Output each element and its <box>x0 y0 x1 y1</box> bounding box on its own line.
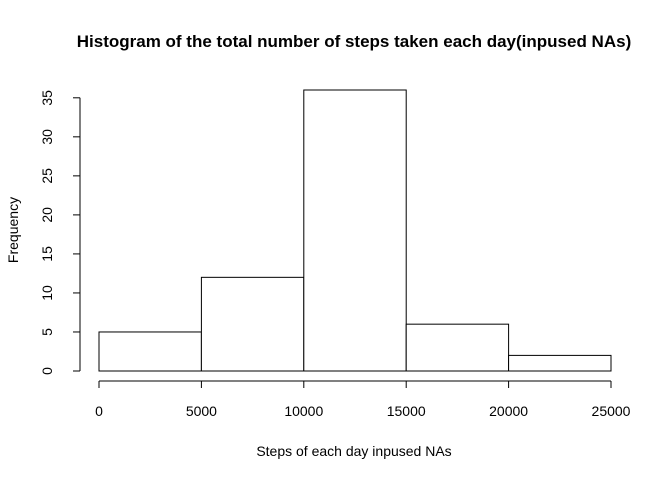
x-tick-label-1: 5000 <box>186 403 217 419</box>
bar-4 <box>508 354 612 372</box>
y-tick-label-4: 20 <box>39 207 55 223</box>
y-tick-label-5: 25 <box>39 168 55 184</box>
x-tick-label-3: 15000 <box>387 403 426 419</box>
x-tick-label-4: 20000 <box>489 403 528 419</box>
y-axis: 0 5 10 15 20 25 30 35 <box>39 90 81 375</box>
y-tick-label-2: 10 <box>39 285 55 301</box>
x-tick-label-0: 0 <box>95 403 103 419</box>
y-tick-label-0: 0 <box>39 367 55 375</box>
x-axis-label: Steps of each day inpused NAs <box>256 443 451 459</box>
y-tick-label-3: 15 <box>39 246 55 262</box>
x-tick-label-2: 10000 <box>284 403 323 419</box>
y-tick-label-7: 35 <box>39 90 55 106</box>
bar-1 <box>200 276 305 372</box>
bar-2 <box>303 89 407 372</box>
bar-0 <box>98 331 202 372</box>
x-axis: 0 5000 10000 15000 20000 25000 <box>95 380 631 419</box>
bars-group <box>98 89 612 372</box>
y-tick-label-6: 30 <box>39 129 55 145</box>
x-tick-label-5: 25000 <box>592 403 631 419</box>
bar-3 <box>405 323 510 372</box>
y-tick-label-1: 5 <box>39 328 55 336</box>
y-axis-label: Frequency <box>5 197 21 263</box>
chart-title: Histogram of the total number of steps t… <box>77 32 631 51</box>
